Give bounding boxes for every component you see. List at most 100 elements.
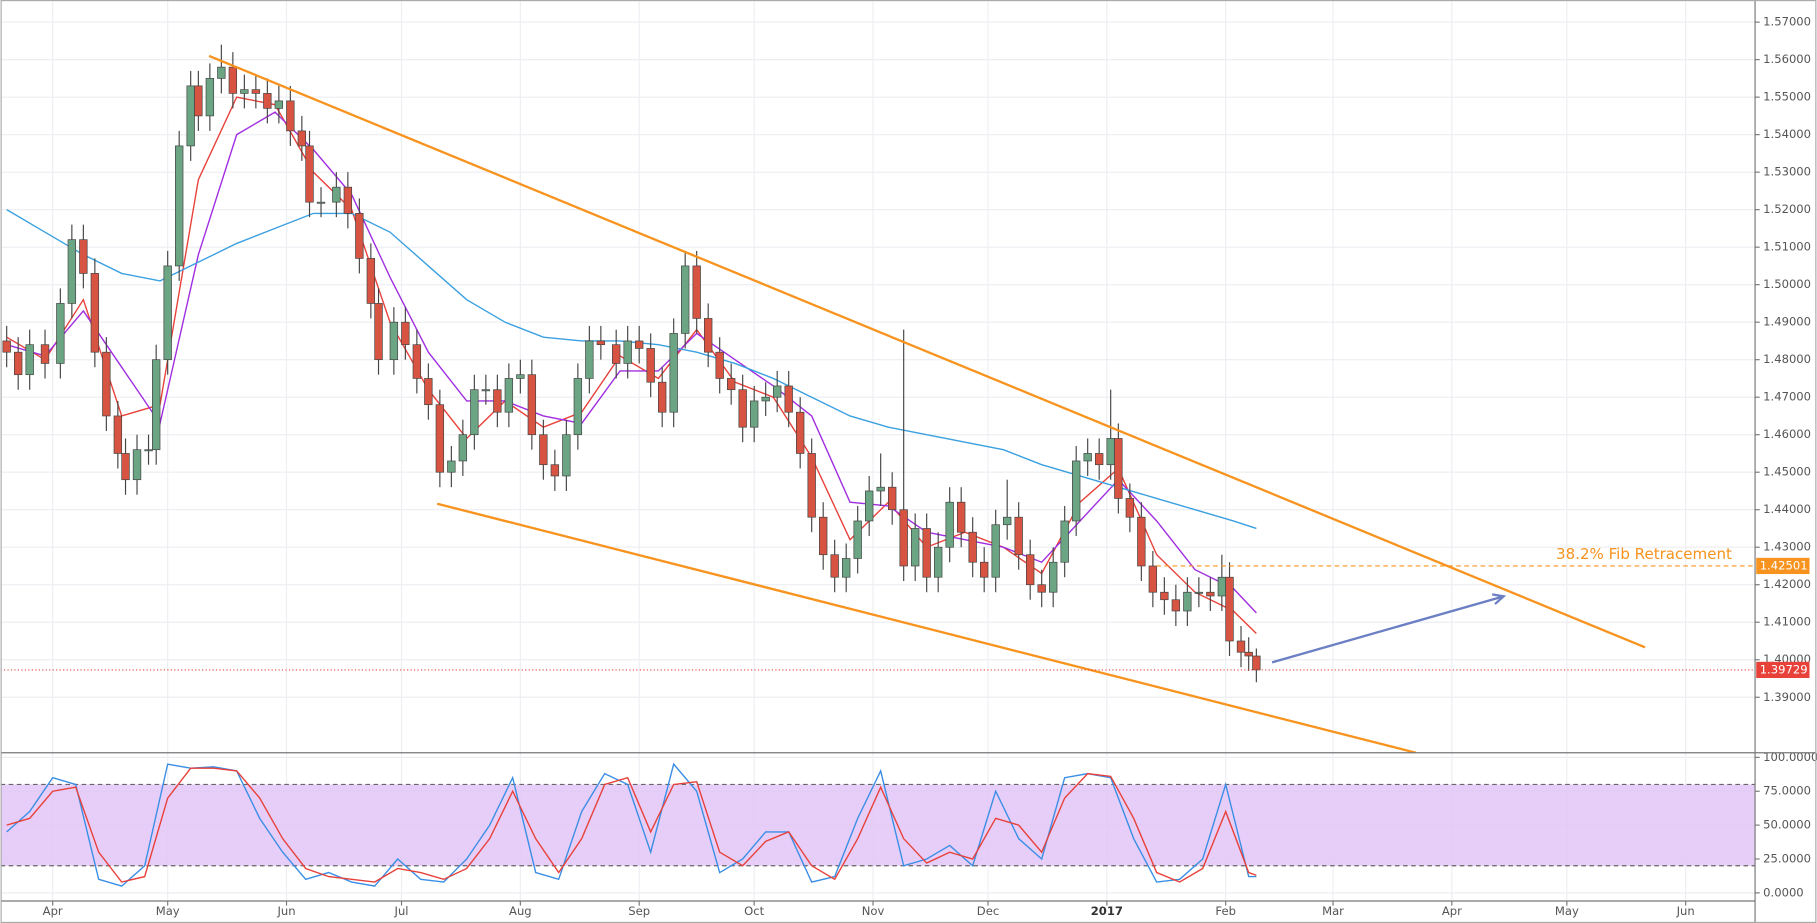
candle-body <box>796 411 805 454</box>
candle-body <box>681 265 690 334</box>
axes: 1.390001.400001.410001.420001.430001.440… <box>43 15 1817 918</box>
x-tick-label: Jul <box>394 904 409 918</box>
y-tick-label: 1.51000 <box>1763 240 1811 254</box>
candle-body <box>516 374 525 379</box>
candle-body <box>1125 498 1135 518</box>
candle-body <box>750 400 759 428</box>
candle-body <box>389 321 399 361</box>
candle-body <box>1083 453 1092 462</box>
x-tick-label: Aug <box>509 904 532 918</box>
candle-body <box>669 333 678 413</box>
candle-body <box>1148 565 1158 593</box>
candle-body <box>274 100 284 109</box>
candle-body <box>286 100 295 132</box>
x-tick-label: Mar <box>1322 904 1344 918</box>
candle-body <box>175 145 184 267</box>
candle-body <box>132 449 142 481</box>
candle-body <box>945 501 954 548</box>
candle-body <box>991 524 1000 578</box>
candle-body <box>401 321 410 346</box>
candle-body <box>67 239 77 304</box>
x-tick-label: 2017 <box>1091 904 1123 918</box>
candle-body <box>90 273 100 353</box>
candle-body <box>194 85 203 117</box>
candle-body <box>217 66 226 79</box>
y-tick-label: 1.57000 <box>1763 15 1811 29</box>
candle-body <box>113 415 123 454</box>
candle-body <box>152 359 161 451</box>
candle-body <box>2 340 11 353</box>
candle-body <box>1252 655 1261 671</box>
candle-body <box>865 490 874 522</box>
trend-line <box>208 54 1646 649</box>
candle-body <box>163 265 172 361</box>
candle-body <box>205 78 215 117</box>
fib-label: 38.2% Fib Retracement <box>1556 545 1732 563</box>
candle-body <box>773 385 782 398</box>
stochastic-panel <box>0 752 1756 901</box>
candle-body <box>853 520 862 559</box>
candle-body <box>1114 438 1123 499</box>
y-tick-label: 50.0000 <box>1763 818 1811 832</box>
candle-body <box>888 486 897 511</box>
candle-body <box>374 303 383 361</box>
candle-body <box>980 561 989 578</box>
candle-body <box>1183 591 1192 612</box>
candle-body <box>412 344 422 379</box>
candle-body <box>366 258 376 304</box>
x-tick-label: May <box>1555 904 1579 918</box>
candle-body <box>738 389 747 428</box>
candle-body <box>1072 460 1081 522</box>
candle-body <box>332 186 341 203</box>
x-tick-label: Dec <box>977 904 999 918</box>
candle-body <box>819 516 828 556</box>
trend-line <box>436 502 1417 753</box>
candle-body <box>623 340 632 364</box>
y-tick-label: 1.39000 <box>1763 690 1811 704</box>
candle-body <box>297 130 307 147</box>
candle-body <box>761 396 770 402</box>
y-tick-label: 1.55000 <box>1763 90 1811 104</box>
candle-body <box>493 389 502 413</box>
candle-body <box>550 464 560 477</box>
x-tick-label: Feb <box>1215 904 1236 918</box>
candle-body <box>504 378 514 413</box>
stochastic-line <box>6 767 1257 883</box>
x-tick-label: Sep <box>628 904 650 918</box>
candle-body <box>305 145 314 203</box>
candle-body <box>715 351 724 379</box>
candle-body <box>807 453 816 518</box>
x-tick-label: Jun <box>276 904 295 918</box>
candle-body <box>934 546 943 578</box>
candle-body <box>704 318 713 353</box>
candle-body <box>263 93 272 109</box>
y-tick-label: 1.47000 <box>1763 390 1811 404</box>
candle-body <box>527 374 537 436</box>
candle-body <box>911 528 920 567</box>
candle-body <box>573 378 583 436</box>
y-tick-label: 1.54000 <box>1763 127 1811 141</box>
y-tick-label: 1.45000 <box>1763 465 1811 479</box>
candle-body <box>1049 561 1058 593</box>
candle-body <box>144 449 153 452</box>
y-tick-label: 1.44000 <box>1763 502 1811 516</box>
candle-body <box>968 531 977 563</box>
candle-body <box>635 340 644 349</box>
x-tick-label: Oct <box>744 904 764 918</box>
y-tick-label: 1.46000 <box>1763 427 1811 441</box>
candle-body <box>646 348 655 383</box>
candle-body <box>692 265 701 319</box>
candle-body <box>1026 554 1035 586</box>
candle-body <box>470 389 479 436</box>
price-panel: 38.2% Fib Retracement <box>0 0 1756 753</box>
x-tick-label: Nov <box>862 904 885 918</box>
y-tick-label: 1.43000 <box>1763 540 1811 554</box>
candle-body <box>435 404 445 473</box>
candle-body <box>957 501 966 533</box>
candle-body <box>1037 584 1046 593</box>
candle-body <box>251 89 261 94</box>
candle-body <box>316 201 326 204</box>
candle-body <box>228 66 238 94</box>
arrow <box>1271 595 1504 664</box>
